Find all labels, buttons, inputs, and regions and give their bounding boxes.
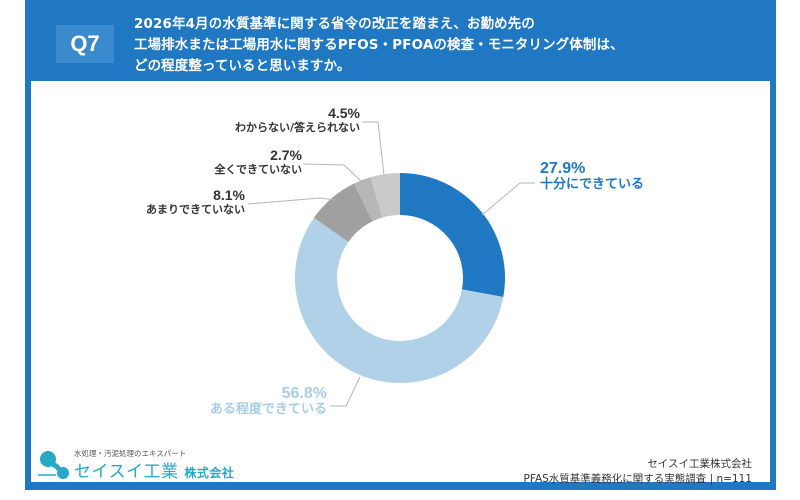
label-unknown-cat: わからない/答えられない — [234, 121, 360, 134]
label-not-much-cat: あまりできていない — [146, 203, 245, 216]
question-line-1: 2026年4月の水質基準に関する省令の改正を踏まえ、お勤め先の — [134, 17, 535, 32]
logo-tagline: 水処理・汚泥処理のエキスパート — [74, 449, 187, 458]
source-company: セイスイ工業株式会社 — [647, 458, 752, 470]
label-not-at-all: 2.7% 全くできていない — [214, 148, 302, 177]
chart-panel — [31, 81, 770, 482]
label-unknown: 4.5% わからない/答えられない — [235, 106, 360, 135]
source-credit: セイスイ工業株式会社 PFAS水質基準義務化に関する実態調査 | n=111 — [524, 457, 752, 487]
donut-slice — [295, 217, 504, 383]
question-text: 2026年4月の水質基準に関する省令の改正を踏まえ、お勤め先の 工場排水または工… — [134, 14, 754, 77]
donut-slice — [400, 173, 505, 298]
label-somewhat-cat: ある程度できている — [209, 402, 327, 417]
label-somewhat: 56.8% ある程度できている — [210, 385, 327, 417]
label-unknown-pct: 4.5% — [328, 105, 360, 121]
leader-line-somewhat — [330, 376, 361, 407]
label-somewhat-pct: 56.8% — [281, 385, 327, 402]
label-not-much-pct: 8.1% — [213, 187, 245, 203]
label-fully-pct: 27.9% — [540, 160, 586, 177]
leader-line-fully — [481, 182, 535, 216]
label-fully: 27.9% 十分にできている — [540, 160, 644, 192]
question-line-2: 工場排水または工場用水に関するPFOS・PFOAの検査・モニタリング体制は、 — [134, 38, 624, 53]
donut-slice — [354, 177, 383, 222]
label-not-at-all-cat: 全くできていない — [214, 163, 302, 176]
leader-line-not-much — [247, 197, 336, 205]
logo-name-main: セイスイ工業 — [74, 462, 179, 482]
logo-droplet-icon — [38, 451, 69, 479]
label-not-much: 8.1% あまりできていない — [146, 188, 245, 217]
donut-slice — [313, 183, 373, 242]
question-number-badge: Q7 — [56, 25, 114, 63]
donut-slices — [295, 173, 505, 383]
source-survey: PFAS水質基準義務化に関する実態調査 | n=111 — [523, 473, 752, 485]
logo-name-suffix: 株式会社 — [184, 466, 235, 480]
leader-line-not-at-all — [302, 163, 364, 184]
question-header: Q7 2026年4月の水質基準に関する省令の改正を踏まえ、お勤め先の 工場排水ま… — [25, 0, 776, 81]
leader-line-unknown — [362, 121, 385, 176]
logo-name: セイスイ工業 株式会社 — [74, 457, 234, 482]
donut-slice — [370, 173, 400, 218]
slide-frame: Q7 2026年4月の水質基準に関する省令の改正を踏まえ、お勤め先の 工場排水ま… — [25, 0, 776, 490]
label-fully-cat: 十分にできている — [540, 177, 645, 192]
label-not-at-all-pct: 2.7% — [270, 147, 302, 163]
question-line-3: どの程度整っていると思いますか。 — [134, 59, 351, 74]
